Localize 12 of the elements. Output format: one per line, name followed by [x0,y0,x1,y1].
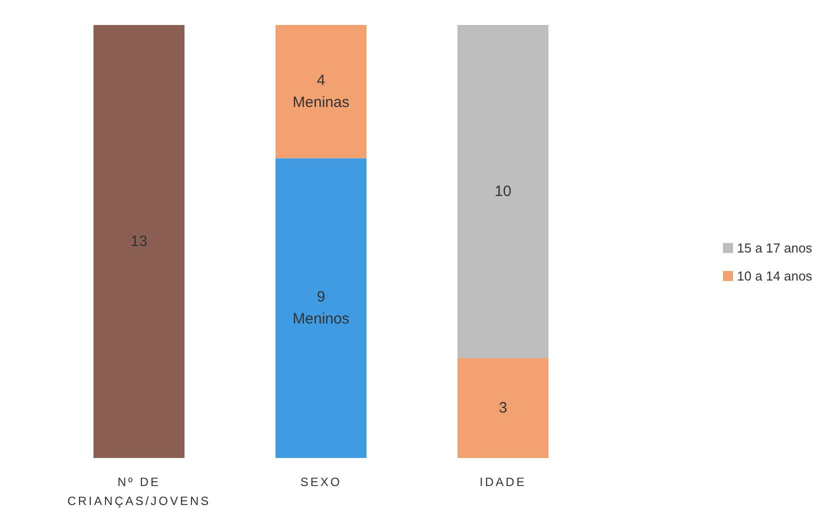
series-label: Meninos [292,310,350,328]
data-label: 4 [316,72,326,90]
data-label: 9 [316,288,326,306]
legend-label: 10 a 14 anos [737,268,813,284]
data-label: 10 [494,183,512,200]
x-tick-label: Nº DE CRIANÇAS/JOVENS [67,475,211,508]
x-tick-label: IDADE [480,475,526,489]
data-label: 13 [130,233,148,250]
data-label: 3 [498,400,508,417]
legend-label: 15 a 17 anos [737,240,813,256]
series-label: Meninas [292,94,350,112]
x-tick-label: SEXO [300,475,342,489]
